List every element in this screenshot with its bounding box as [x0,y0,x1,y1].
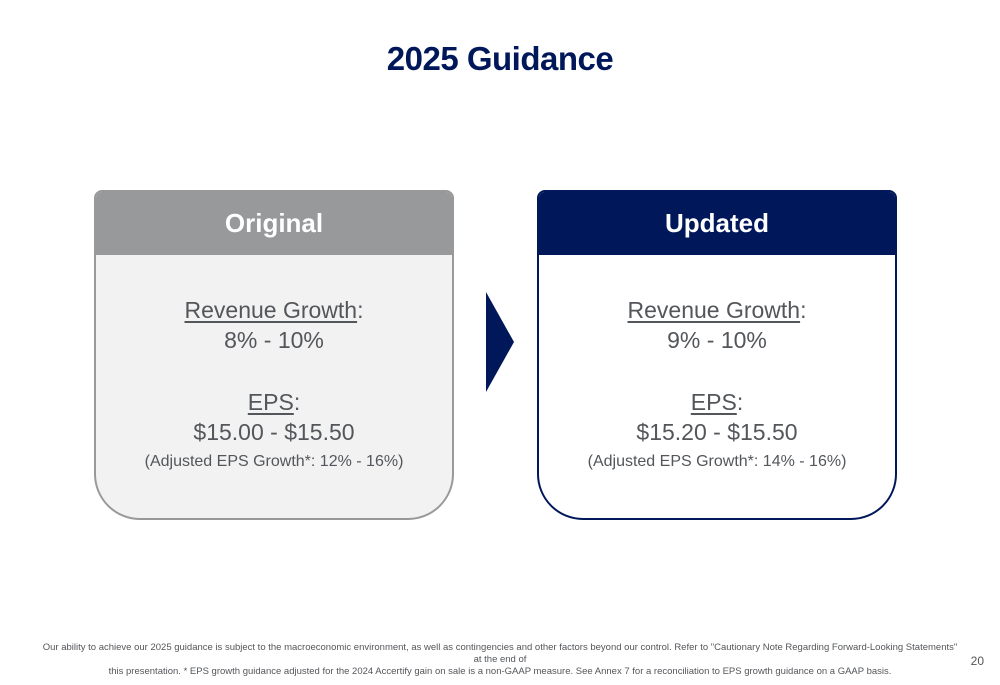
page-number: 20 [970,654,984,668]
original-eps-label-text: EPS [247,389,294,415]
original-card-body: Revenue Growth: 8% - 10% EPS: $15.00 - $… [96,255,452,473]
footnote-line-2: this presentation. * EPS growth guidance… [108,666,892,677]
original-revenue-colon: : [357,297,364,323]
updated-eps-colon: : [736,389,744,415]
updated-revenue-colon: : [800,297,807,323]
updated-card-body: Revenue Growth: 9% - 10% EPS: $15.20 - $… [539,255,895,473]
original-eps-note: (Adjusted EPS Growth*: 12% - 16%) [144,453,404,470]
original-eps-value: $15.00 - $15.50 [193,419,355,445]
updated-card-header: Updated [539,192,895,255]
updated-eps-note: (Adjusted EPS Growth*: 14% - 16%) [587,453,847,470]
updated-eps-value: $15.20 - $15.50 [636,419,798,445]
original-eps-label: EPS: [96,387,452,417]
updated-revenue-value: 9% - 10% [667,327,767,353]
original-card-header: Original [96,192,452,255]
footnote: Our ability to achieve our 2025 guidance… [40,642,960,678]
page-title: 2025 Guidance [386,40,614,77]
original-guidance-card: Original Revenue Growth: 8% - 10% EPS: $… [94,190,454,520]
original-eps-colon: : [293,389,301,415]
updated-eps-label-text: EPS [690,389,737,415]
updated-guidance-card: Updated Revenue Growth: 9% - 10% EPS: $1… [537,190,897,520]
updated-revenue-label-text: Revenue Growth [627,297,801,323]
updated-revenue-label: Revenue Growth: [539,295,895,325]
original-revenue-label: Revenue Growth: [96,295,452,325]
original-revenue-label-text: Revenue Growth [184,297,358,323]
updated-eps-label: EPS: [539,387,895,417]
footnote-line-1: Our ability to achieve our 2025 guidance… [42,642,958,665]
original-revenue-value: 8% - 10% [224,327,324,353]
arrow-right-icon [486,292,514,392]
